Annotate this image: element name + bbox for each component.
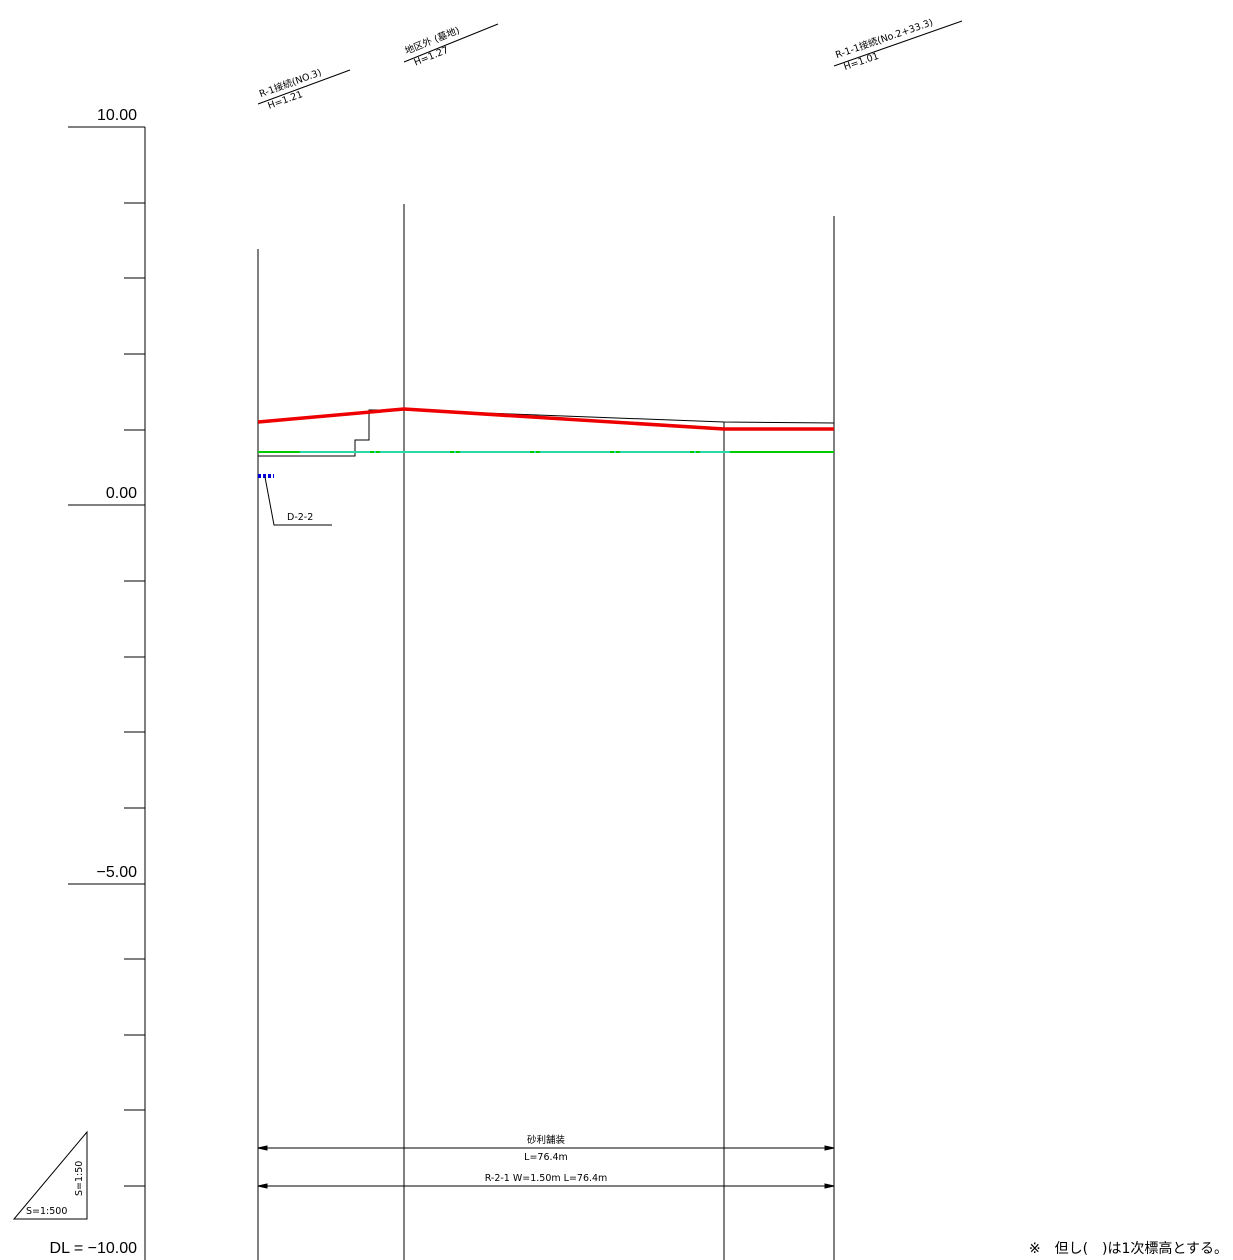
scale-label-minus5: −5.00 xyxy=(97,864,138,881)
arrow-head xyxy=(257,1145,268,1151)
station-leaders xyxy=(257,20,963,105)
arrow-head xyxy=(257,1183,268,1189)
horizontal-scale-label: S=1:500 xyxy=(26,1206,67,1217)
route-label: R-2-1 W=1.50m L=76.4m xyxy=(485,1173,608,1184)
elevation-scale xyxy=(68,126,146,1260)
arrow-head xyxy=(824,1183,835,1189)
pavement-length-label: L=76.4m xyxy=(524,1152,568,1163)
dimension-lines xyxy=(257,1113,835,1192)
station-name-end: R-1-1接続(No.2+33.3) xyxy=(834,16,935,61)
leader-end xyxy=(833,20,963,67)
station-lines xyxy=(257,204,835,1260)
leader-start xyxy=(257,69,351,105)
drain-label: D-2-2 xyxy=(287,512,313,523)
scale-label-0: 0.00 xyxy=(106,485,137,502)
drain-marker: D-2-2 xyxy=(258,474,332,526)
plan-grade-line xyxy=(257,407,834,431)
station-label-start: R-1接続(NO.3) H=1.21 xyxy=(258,66,324,111)
scale-triangle: S=1:500 S=1:50 xyxy=(12,1130,88,1220)
scale-triangle-shape xyxy=(12,1130,88,1220)
vertical-scale-label: S=1:50 xyxy=(74,1161,85,1196)
pavement-type-label: 砂利舗装 xyxy=(527,1134,566,1146)
drain-leader-line xyxy=(264,476,332,526)
arrow-head xyxy=(824,1145,835,1151)
scale-label-10: 10.00 xyxy=(97,107,137,124)
datum-label: DL = −10.00 xyxy=(50,1240,138,1257)
leader-cemetery xyxy=(403,23,499,63)
station-label-cemetery: 地区外 (墓地) H=1.27 xyxy=(403,24,461,68)
existing-ground-profile xyxy=(258,409,835,457)
station-label-end: R-1-1接続(No.2+33.3) H=1.01 xyxy=(834,16,935,73)
footnote-text: ※ 但し( )は1次標高とする。 xyxy=(1029,1240,1228,1257)
